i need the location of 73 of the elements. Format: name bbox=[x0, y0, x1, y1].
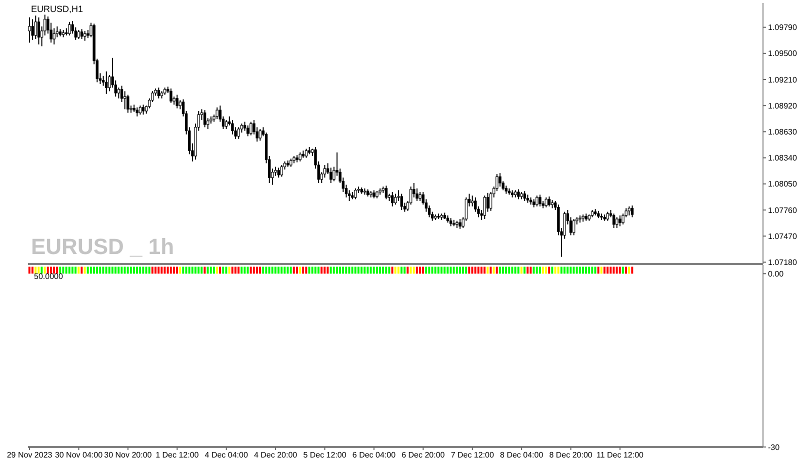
y-tick-label: 1.07180 bbox=[768, 258, 798, 268]
candlestick bbox=[216, 106, 218, 120]
candlestick bbox=[68, 21, 71, 36]
candlestick bbox=[548, 196, 551, 207]
candlestick bbox=[470, 195, 474, 207]
candlestick bbox=[80, 28, 84, 40]
candlestick bbox=[277, 167, 280, 178]
candlestick bbox=[117, 87, 120, 99]
x-tick-label: 30 Nov 20:00 bbox=[104, 450, 152, 460]
y-tick-label: 1.09210 bbox=[768, 75, 798, 84]
x-tick-label: 4 Dec 20:00 bbox=[254, 450, 298, 460]
annotation: EURUSD _ 1h bbox=[31, 234, 174, 260]
y-tick-label: 0.00 bbox=[768, 270, 784, 279]
x-tick-label: 30 Nov 04:00 bbox=[54, 450, 104, 460]
y-tick-label: -30 bbox=[768, 442, 780, 452]
candlestick bbox=[126, 94, 130, 114]
candlestick bbox=[544, 196, 548, 208]
candlestick bbox=[384, 185, 388, 200]
candlestick bbox=[536, 195, 538, 207]
y-tick-label: 1.08630 bbox=[768, 128, 798, 137]
candlestick bbox=[170, 88, 172, 104]
x-tick-label: 11 Dec 12:00 bbox=[596, 450, 644, 460]
y-tick-label: 1.09500 bbox=[768, 49, 798, 58]
chart-title: EURUSD,H1 bbox=[31, 4, 84, 14]
candlestick bbox=[616, 216, 618, 228]
candlestick bbox=[52, 28, 56, 45]
x-tick-label: 8 Dec 20:00 bbox=[549, 450, 593, 460]
candlestick bbox=[618, 214, 622, 227]
candlestick bbox=[203, 110, 206, 128]
candlestick bbox=[237, 126, 240, 140]
candlestick bbox=[517, 188, 520, 200]
candlestick bbox=[458, 218, 462, 230]
x-tick-label: 6 Dec 04:00 bbox=[352, 450, 396, 460]
x-tick-label: 6 Dec 20:00 bbox=[402, 450, 446, 460]
candlestick bbox=[400, 193, 403, 210]
y-tick-label: 1.08340 bbox=[768, 154, 798, 163]
candlestick bbox=[354, 188, 357, 200]
y-tick-label: 1.09790 bbox=[768, 23, 798, 32]
candlestick bbox=[250, 121, 252, 136]
candlestick bbox=[612, 213, 616, 228]
candlestick bbox=[34, 15, 37, 40]
candlestick bbox=[523, 190, 526, 202]
y-tick-label: 1.07760 bbox=[768, 206, 798, 215]
candlestick bbox=[28, 16, 31, 44]
y-tick-label: 1.08920 bbox=[768, 101, 798, 110]
candlestick bbox=[157, 87, 160, 99]
candlestick bbox=[538, 194, 542, 207]
candlestick bbox=[330, 167, 332, 184]
y-tick-label: 1.08050 bbox=[768, 180, 798, 189]
x-tick-label: 8 Dec 04:00 bbox=[500, 450, 544, 460]
x-tick-label: 4 Dec 04:00 bbox=[204, 450, 248, 460]
candlestick bbox=[31, 18, 34, 40]
x-tick-label: 1 Dec 12:00 bbox=[156, 450, 200, 460]
candlestick bbox=[486, 192, 490, 212]
annotation: 50.0000 bbox=[34, 272, 63, 281]
candlestick bbox=[391, 192, 394, 207]
x-tick-label: 5 Dec 12:00 bbox=[303, 450, 347, 460]
candlestick bbox=[105, 70, 108, 94]
candlestick bbox=[572, 218, 576, 236]
x-tick-label: 7 Dec 12:00 bbox=[450, 450, 495, 460]
candlestick bbox=[630, 205, 634, 218]
x-tick-label: 29 Nov 2023 bbox=[6, 450, 53, 460]
candlestick bbox=[394, 193, 397, 206]
candlestick bbox=[483, 195, 486, 220]
candlestick bbox=[498, 172, 502, 188]
candlestick bbox=[176, 94, 178, 109]
candlestick bbox=[37, 16, 40, 45]
candlestick bbox=[231, 120, 234, 135]
y-tick-label: 1.07470 bbox=[768, 232, 798, 241]
candlestick bbox=[142, 104, 145, 116]
candlestick bbox=[280, 164, 284, 178]
candlestick bbox=[258, 128, 262, 142]
candlestick bbox=[246, 124, 250, 137]
